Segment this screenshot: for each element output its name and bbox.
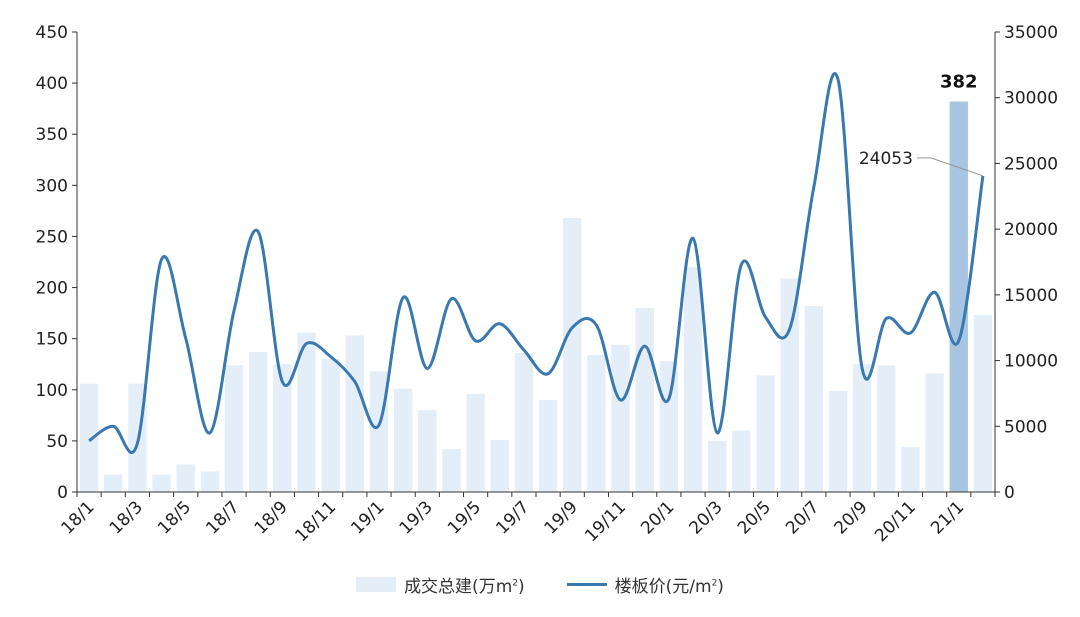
bar-19/3	[418, 410, 437, 492]
legend-item-area: 成交总建(万m2)	[356, 572, 525, 597]
bar-18/12	[345, 335, 364, 492]
left-tick-label: 200	[36, 279, 68, 299]
right-tick-label: 30000	[1004, 89, 1058, 109]
bar-19/7	[514, 352, 534, 492]
legend-item-price: 楼板价(元/m2)	[566, 572, 724, 597]
x-tick-label: 20/7	[782, 497, 823, 538]
left-tick-label: 150	[36, 330, 68, 350]
right-tick-label: 5000	[1004, 417, 1047, 437]
bar-18/5	[176, 464, 195, 492]
x-tick-label: 18/5	[154, 497, 195, 538]
bar-20/5	[756, 375, 775, 492]
right-tick-label: 25000	[1004, 154, 1058, 174]
x-tick-label: 18/7	[202, 497, 243, 538]
bar-21/1	[949, 101, 968, 492]
bar-19/8	[538, 400, 558, 492]
bar-18/10	[297, 332, 316, 492]
bar-20/8	[828, 390, 848, 492]
x-tick-label: 20/11	[871, 497, 920, 546]
bar-20/9	[852, 364, 872, 492]
left-tick-label: 300	[36, 176, 68, 196]
bar-21/2	[973, 315, 993, 492]
x-tick-label: 19/5	[444, 497, 485, 538]
bar-19/10	[587, 355, 606, 492]
x-tick-label: 19/9	[541, 497, 582, 538]
x-tick-label: 19/1	[347, 497, 388, 538]
bar-19/4	[442, 449, 461, 492]
labels: 382 24053	[859, 72, 984, 177]
x-tick-label: 21/1	[927, 497, 968, 538]
legend-label-price: 楼板价(元/m2)	[614, 577, 724, 597]
bar-19/12	[635, 308, 654, 492]
x-tick-label: 20/5	[734, 497, 775, 538]
right-tick-label: 35000	[1004, 23, 1058, 43]
bar-18/8	[249, 351, 268, 492]
left-tick-label: 350	[36, 125, 68, 145]
right-tick-label: 15000	[1004, 286, 1058, 306]
bar-18/9	[273, 364, 292, 492]
left-tick-label: 400	[36, 74, 68, 94]
bar-20/3	[708, 440, 727, 492]
legend-label-area: 成交总建(万m2)	[404, 577, 525, 597]
bar-18/2	[104, 474, 123, 492]
right-tick-label: 0	[1004, 483, 1015, 503]
left-tick-label: 100	[36, 381, 68, 401]
left-tick-label: 450	[36, 23, 68, 43]
left-tick-label: 0	[57, 483, 68, 503]
bar-20/10	[877, 365, 896, 492]
bar-18/1	[79, 383, 99, 492]
bar-18/7	[224, 365, 244, 492]
legend: 成交总建(万m2) 楼板价(元/m2)	[0, 572, 1080, 597]
annotation-label: 24053	[859, 149, 913, 169]
bar-19/2	[393, 388, 413, 492]
x-tick-label: 20/1	[637, 497, 678, 538]
line-series	[88, 72, 985, 454]
legend-swatch-bar	[356, 577, 397, 592]
x-tick-label: 19/7	[492, 497, 533, 538]
highlight-bar-label: 382	[940, 72, 978, 93]
x-tick-label: 18/3	[106, 497, 147, 538]
right-tick-label: 10000	[1004, 352, 1058, 372]
bar-18/6	[200, 471, 220, 492]
x-tick-label: 18/1	[57, 497, 98, 538]
bar-19/5	[466, 393, 485, 492]
bar-18/4	[152, 474, 171, 492]
legend-swatch-line	[566, 583, 607, 586]
chart: 0 50 100 150 200 250 300 350 400 450 0 5000 10000 150…	[36, 23, 1059, 546]
bar-18/11	[321, 359, 340, 492]
x-tick-label: 20/3	[686, 497, 727, 538]
x-tick-label: 20/9	[831, 497, 872, 538]
bar-20/1	[659, 361, 679, 492]
bar-20/12	[925, 373, 944, 492]
bar-20/7	[804, 305, 823, 492]
bar-19/6	[490, 439, 509, 492]
annotation-leader	[916, 157, 984, 177]
x-tick-label: 18/9	[251, 497, 292, 538]
left-tick-label: 50	[46, 432, 68, 452]
price-line	[88, 72, 985, 454]
x-tick-label: 18/11	[291, 497, 340, 546]
bar-20/4	[732, 430, 751, 492]
left-tick-label: 250	[36, 227, 68, 247]
right-tick-label: 20000	[1004, 220, 1058, 240]
x-tick-label: 19/3	[396, 497, 437, 538]
bar-19/11	[611, 344, 630, 492]
bar-19/9	[563, 218, 582, 493]
bar-20/11	[901, 447, 920, 492]
bar-20/6	[780, 278, 799, 492]
x-tick-label: 19/11	[581, 497, 630, 546]
bar-20/2	[683, 267, 703, 492]
